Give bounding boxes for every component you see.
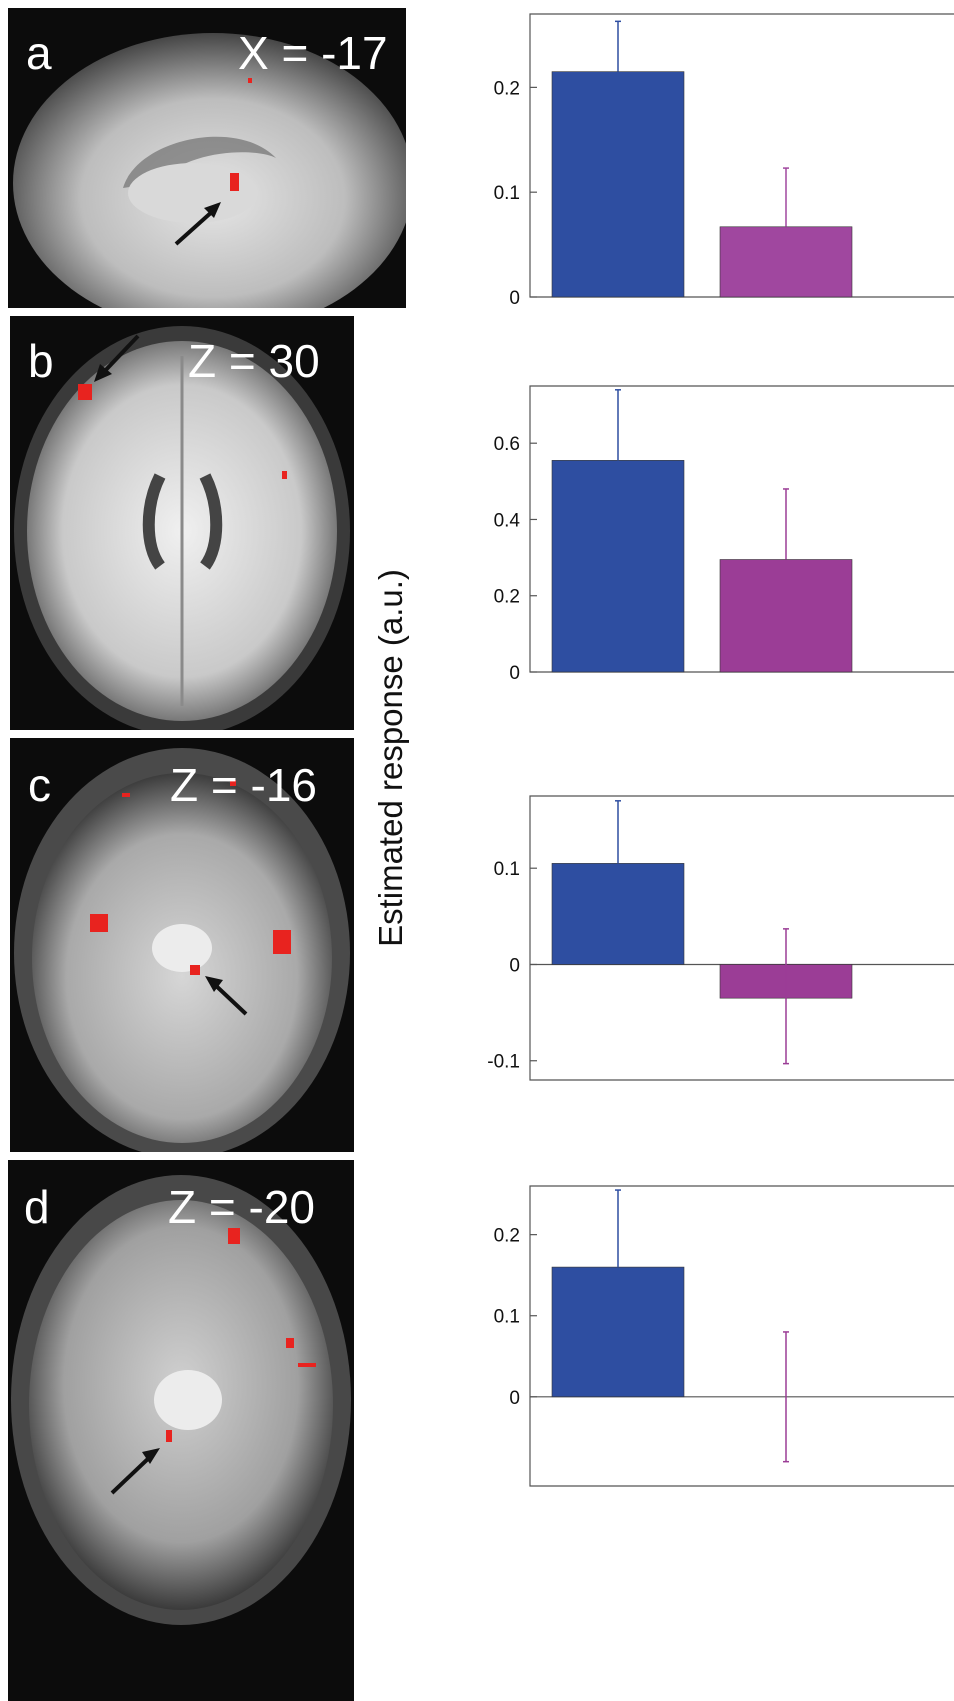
sagittal-slice-image (13, 33, 406, 308)
arrow-icon (174, 208, 216, 246)
panel-letter: a (26, 27, 52, 79)
y-tick-label: 0 (509, 955, 520, 976)
chart-frame (529, 1185, 954, 1487)
activation-cluster (90, 914, 108, 932)
bar (719, 226, 853, 298)
bar (551, 1266, 685, 1398)
panel-letter: c (28, 759, 51, 811)
y-tick-label: 0.2 (494, 587, 520, 608)
brain-scan-c: c Z = -16 (10, 738, 354, 1152)
axial-slice-image (14, 326, 350, 730)
panel-letter: d (24, 1181, 50, 1233)
brain-scan-b: b Z = 30 (10, 316, 354, 730)
arrow-icon (100, 334, 140, 376)
slice-coordinate: Z = 30 (188, 335, 320, 387)
bar (551, 460, 685, 673)
slice-coordinate: Z = -16 (170, 759, 318, 811)
activation-cluster (228, 1228, 240, 1244)
y-tick-label: 0.2 (494, 78, 520, 99)
slice-coordinate: X = -17 (238, 27, 388, 79)
bar (551, 863, 685, 965)
y-tick-label: 0.6 (494, 434, 520, 455)
y-tick-label: 0 (509, 288, 520, 309)
y-tick-label: 0.4 (494, 510, 521, 531)
y-tick-label: 0 (509, 1388, 520, 1409)
y-tick-label: 0.1 (494, 1307, 520, 1328)
activation-cluster (78, 384, 92, 400)
slice-coordinate: Z = -20 (168, 1181, 316, 1233)
y-tick-label: 0 (509, 663, 520, 684)
brain-scan-a: a X = -17 (8, 8, 406, 308)
activation-cluster (230, 173, 239, 191)
bar (551, 71, 685, 298)
y-tick-label: -0.1 (487, 1052, 520, 1073)
arrow-icon (110, 1453, 154, 1495)
brain-scan-d: d Z = -20 (8, 1160, 354, 1701)
y-tick-label: 0.1 (494, 183, 520, 204)
bar (719, 559, 853, 673)
arrow-icon (210, 980, 248, 1016)
panel-letter: b (28, 335, 54, 387)
y-tick-label: 0.1 (494, 859, 520, 880)
y-tick-label: 0.2 (494, 1226, 520, 1247)
axial-slice-image (14, 748, 350, 1152)
axial-slice-image (11, 1175, 351, 1625)
chart-frame (529, 795, 954, 1081)
